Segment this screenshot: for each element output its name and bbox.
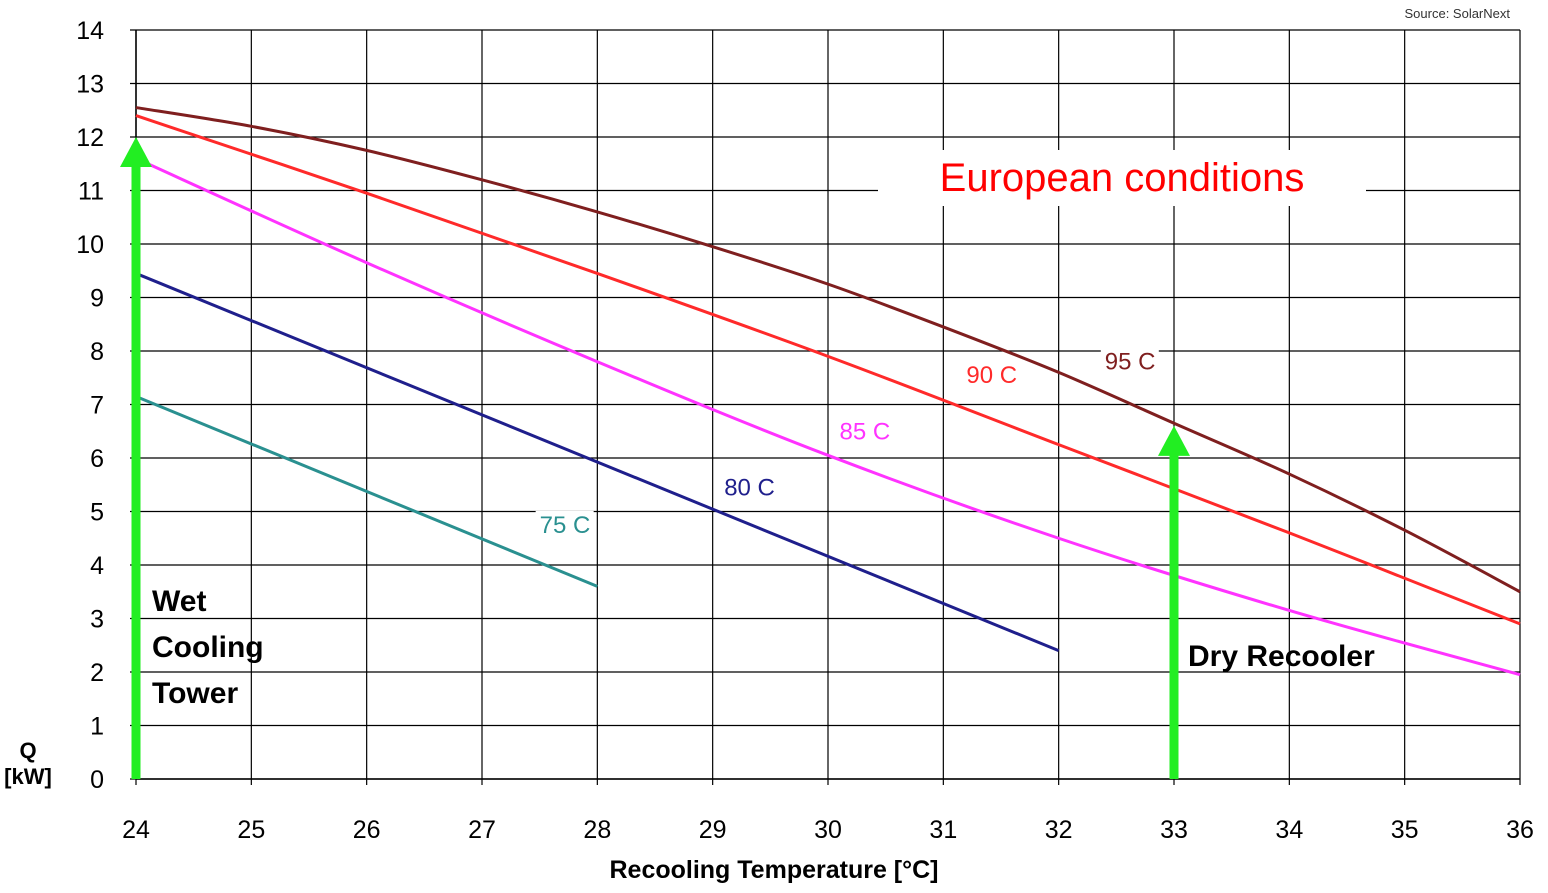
series-label-bg bbox=[720, 473, 779, 502]
x-tick-label: 34 bbox=[1275, 816, 1303, 844]
series-line-75c bbox=[135, 395, 598, 588]
y-tick-label: 13 bbox=[76, 71, 104, 99]
y-axis-label-line1: Q bbox=[19, 738, 37, 763]
x-tick-label: 36 bbox=[1506, 816, 1534, 844]
x-tick-label: 32 bbox=[1045, 816, 1073, 844]
x-tick-label: 35 bbox=[1391, 816, 1419, 844]
grid bbox=[130, 29, 1521, 785]
y-tick-label: 0 bbox=[90, 766, 104, 794]
wet-cooling-tower-label: Wet Cooling Tower bbox=[152, 579, 264, 717]
x-tick-label: 30 bbox=[814, 816, 842, 844]
green-arrow-head bbox=[1158, 425, 1190, 456]
dry-recooler-label: Dry Recooler bbox=[1188, 640, 1375, 673]
series-layer bbox=[135, 106, 1521, 677]
y-axis-label: Q [kW] bbox=[4, 738, 52, 790]
y-tick-label: 2 bbox=[90, 659, 104, 687]
y-tick-label: 1 bbox=[90, 713, 104, 741]
series-line-90c bbox=[135, 114, 1521, 626]
series-line-85c bbox=[135, 157, 1521, 677]
wet-label-line2: Cooling bbox=[152, 631, 264, 664]
x-tick-label: 26 bbox=[353, 816, 381, 844]
arrow-layer bbox=[120, 137, 1190, 779]
green-arrow-head bbox=[120, 137, 152, 167]
series-label: 90 C bbox=[966, 362, 1017, 389]
wet-label-line3: Tower bbox=[152, 677, 239, 710]
european-conditions-label: European conditions bbox=[878, 150, 1366, 206]
series-labels-layer: 75 C 80 C 85 C 90 C 95 C bbox=[535, 347, 1159, 539]
series-label-bg bbox=[535, 510, 594, 539]
y-tick-label: 14 bbox=[76, 17, 104, 45]
x-tick-label: 33 bbox=[1160, 816, 1188, 844]
ticks-layer: 24 25 26 27 28 29 30 31 32 33 34 35 3601234567891011… bbox=[76, 17, 1534, 844]
y-tick-label: 7 bbox=[90, 392, 104, 420]
y-tick-label: 10 bbox=[76, 231, 104, 259]
y-tick-label: 3 bbox=[90, 606, 104, 634]
x-tick-label: 28 bbox=[583, 816, 611, 844]
y-tick-label: 4 bbox=[90, 552, 104, 580]
series-label: 85 C bbox=[840, 418, 891, 445]
series-label-bg bbox=[962, 361, 1021, 390]
series-label: 95 C bbox=[1105, 349, 1156, 376]
series-line-80c bbox=[135, 272, 1060, 652]
x-tick-label: 31 bbox=[929, 816, 957, 844]
y-tick-label: 9 bbox=[90, 285, 104, 313]
y-tick-label: 6 bbox=[90, 445, 104, 473]
wet-label-line1: Wet bbox=[152, 585, 207, 618]
series-label: 80 C bbox=[724, 474, 775, 501]
y-tick-label: 12 bbox=[76, 124, 104, 152]
y-tick-label: 5 bbox=[90, 499, 104, 527]
y-tick-label: 8 bbox=[90, 338, 104, 366]
x-axis-label: Recooling Temperature [°C] bbox=[609, 856, 939, 884]
x-tick-label: 29 bbox=[699, 816, 727, 844]
x-tick-label: 27 bbox=[468, 816, 496, 844]
x-tick-label: 25 bbox=[237, 816, 265, 844]
source-note: Source: SolarNext bbox=[1404, 6, 1511, 21]
series-label-bg bbox=[835, 417, 894, 446]
series-label-bg bbox=[1100, 347, 1159, 376]
series-label: 75 C bbox=[540, 512, 591, 539]
x-tick-label: 24 bbox=[122, 816, 150, 844]
y-axis-label-line2: [kW] bbox=[4, 764, 52, 789]
series-line-95c bbox=[135, 106, 1521, 594]
y-tick-label: 11 bbox=[78, 178, 104, 206]
